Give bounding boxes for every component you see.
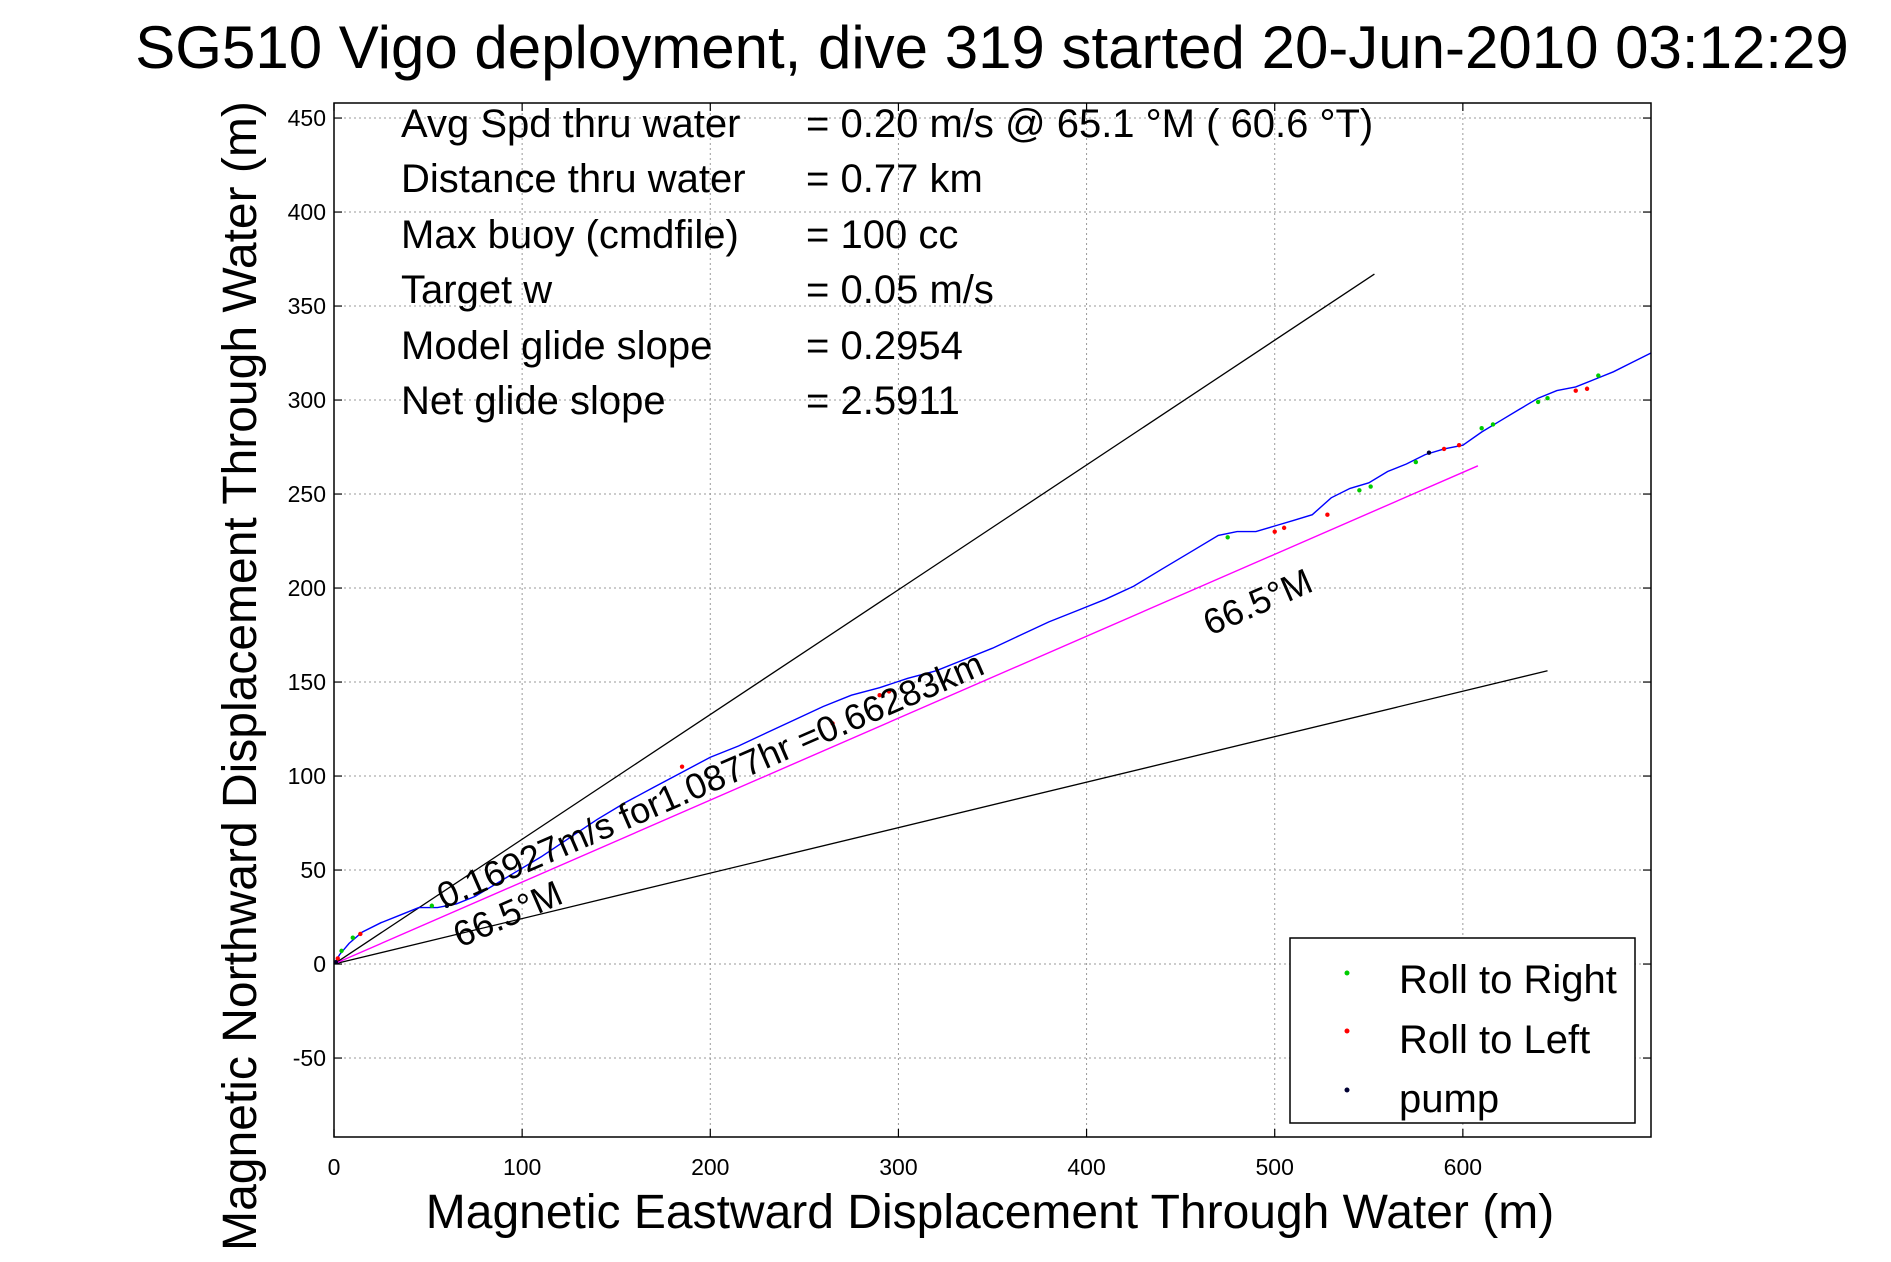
guide-lines [333,273,1548,965]
marker-roll-to-right [1413,459,1419,465]
stat-value-max-buoy: = 100 cc [806,213,958,257]
marker-roll-to-left [830,721,835,726]
y-axis-label: Magnetic Northward Displacement Through … [214,101,267,1251]
heading-guide-line [333,670,1548,965]
legend-swatch-roll-right [1344,970,1350,976]
legend-label-roll-left: Roll to Left [1399,1018,1590,1062]
marker-roll-to-right [1545,395,1550,401]
legend-label-pump: pump [1399,1077,1499,1121]
y-tick-label: 100 [288,763,326,789]
marker-roll-to-left [1281,525,1287,531]
y-tick-label: 350 [288,293,326,319]
plot-frame [333,102,1652,1138]
marker-pump [1426,450,1432,455]
stat-label-model-glide: Model glide slope [401,324,712,368]
marker-roll-to-right [1490,422,1496,427]
y-tick-label: 300 [288,387,326,413]
marker-roll-to-left [1573,388,1578,393]
x-tick-label: 100 [503,1154,541,1180]
marker-roll-to-left [679,764,685,769]
y-tick-label: 200 [288,575,326,601]
marker-roll-to-left [358,931,363,937]
series-layer [333,352,1652,965]
stat-label-max-buoy: Max buoy (cmdfile) [401,213,739,257]
marker-roll-to-left [877,693,882,698]
stat-label-avg-speed: Avg Spd thru water [401,102,740,146]
marker-pump [444,903,450,908]
stat-value-model-glide: = 0.2954 [806,324,963,368]
stats-panel: Avg Spd thru water = 0.20 m/s @ 65.1 °M … [401,102,1373,423]
stat-value-net-glide: = 2.5911 [806,379,960,423]
legend: Roll to Right Roll to Left pump [1289,937,1636,1124]
x-axis-ticks: 0 100 200 300 400 500 600 [328,103,1482,1180]
marker-roll-to-right [350,935,356,940]
marker-roll-to-right [429,903,435,908]
legend-swatch-pump [1344,1087,1350,1093]
stat-label-target-w: Target w [401,268,552,312]
marker-roll-to-right [339,948,344,954]
marker-roll-to-right [1368,484,1373,489]
y-tick-label: 50 [300,857,326,883]
legend-swatch-roll-left [1344,1028,1350,1034]
y-tick-label: 150 [288,669,326,695]
stat-label-distance: Distance thru water [401,157,746,201]
marker-roll-to-left [335,956,340,961]
heading-guide-line [333,273,1375,965]
chart-title: SG510 Vigo deployment, dive 319 started … [135,14,1848,81]
x-axis-label: Magnetic Eastward Displacement Through W… [426,1186,1554,1239]
y-tick-label: -50 [293,1045,326,1071]
stat-value-target-w: = 0.05 m/s [806,268,994,312]
y-axis-ticks: -50 0 50 100 150 200 250 300 350 400 450 [288,105,1651,1071]
marker-roll-to-right [1479,426,1484,431]
marker-roll-to-left [1325,512,1330,517]
stat-label-net-glide: Net glide slope [401,379,666,423]
stat-value-distance: = 0.77 km [806,157,983,201]
marker-roll-to-left [1584,386,1590,391]
marker-roll-to-right [1357,488,1362,493]
x-tick-label: 200 [691,1154,729,1180]
stat-value-avg-speed: = 0.20 m/s @ 65.1 °M ( 60.6 °T) [806,102,1373,146]
marker-roll-to-left [886,689,892,694]
marker-layer [333,373,1601,965]
marker-roll-to-right [1535,399,1541,405]
legend-label-roll-right: Roll to Right [1399,958,1617,1002]
y-tick-label: 400 [288,199,326,225]
x-tick-label: 0 [328,1154,341,1180]
y-tick-label: 0 [313,951,326,977]
marker-roll-to-right [1225,535,1230,540]
y-tick-label: 250 [288,481,326,507]
x-tick-label: 600 [1444,1154,1482,1180]
x-tick-label: 300 [879,1154,917,1180]
series-line-track [333,352,1652,965]
marker-roll-to-left [1456,442,1462,448]
y-tick-label: 450 [288,105,326,131]
series-line-current [333,465,1479,965]
x-tick-label: 400 [1067,1154,1105,1180]
x-tick-label: 500 [1256,1154,1294,1180]
marker-pump [333,959,339,965]
marker-roll-to-left [1441,446,1447,452]
marker-roll-to-right [1596,373,1601,378]
marker-roll-to-left [1272,529,1277,534]
